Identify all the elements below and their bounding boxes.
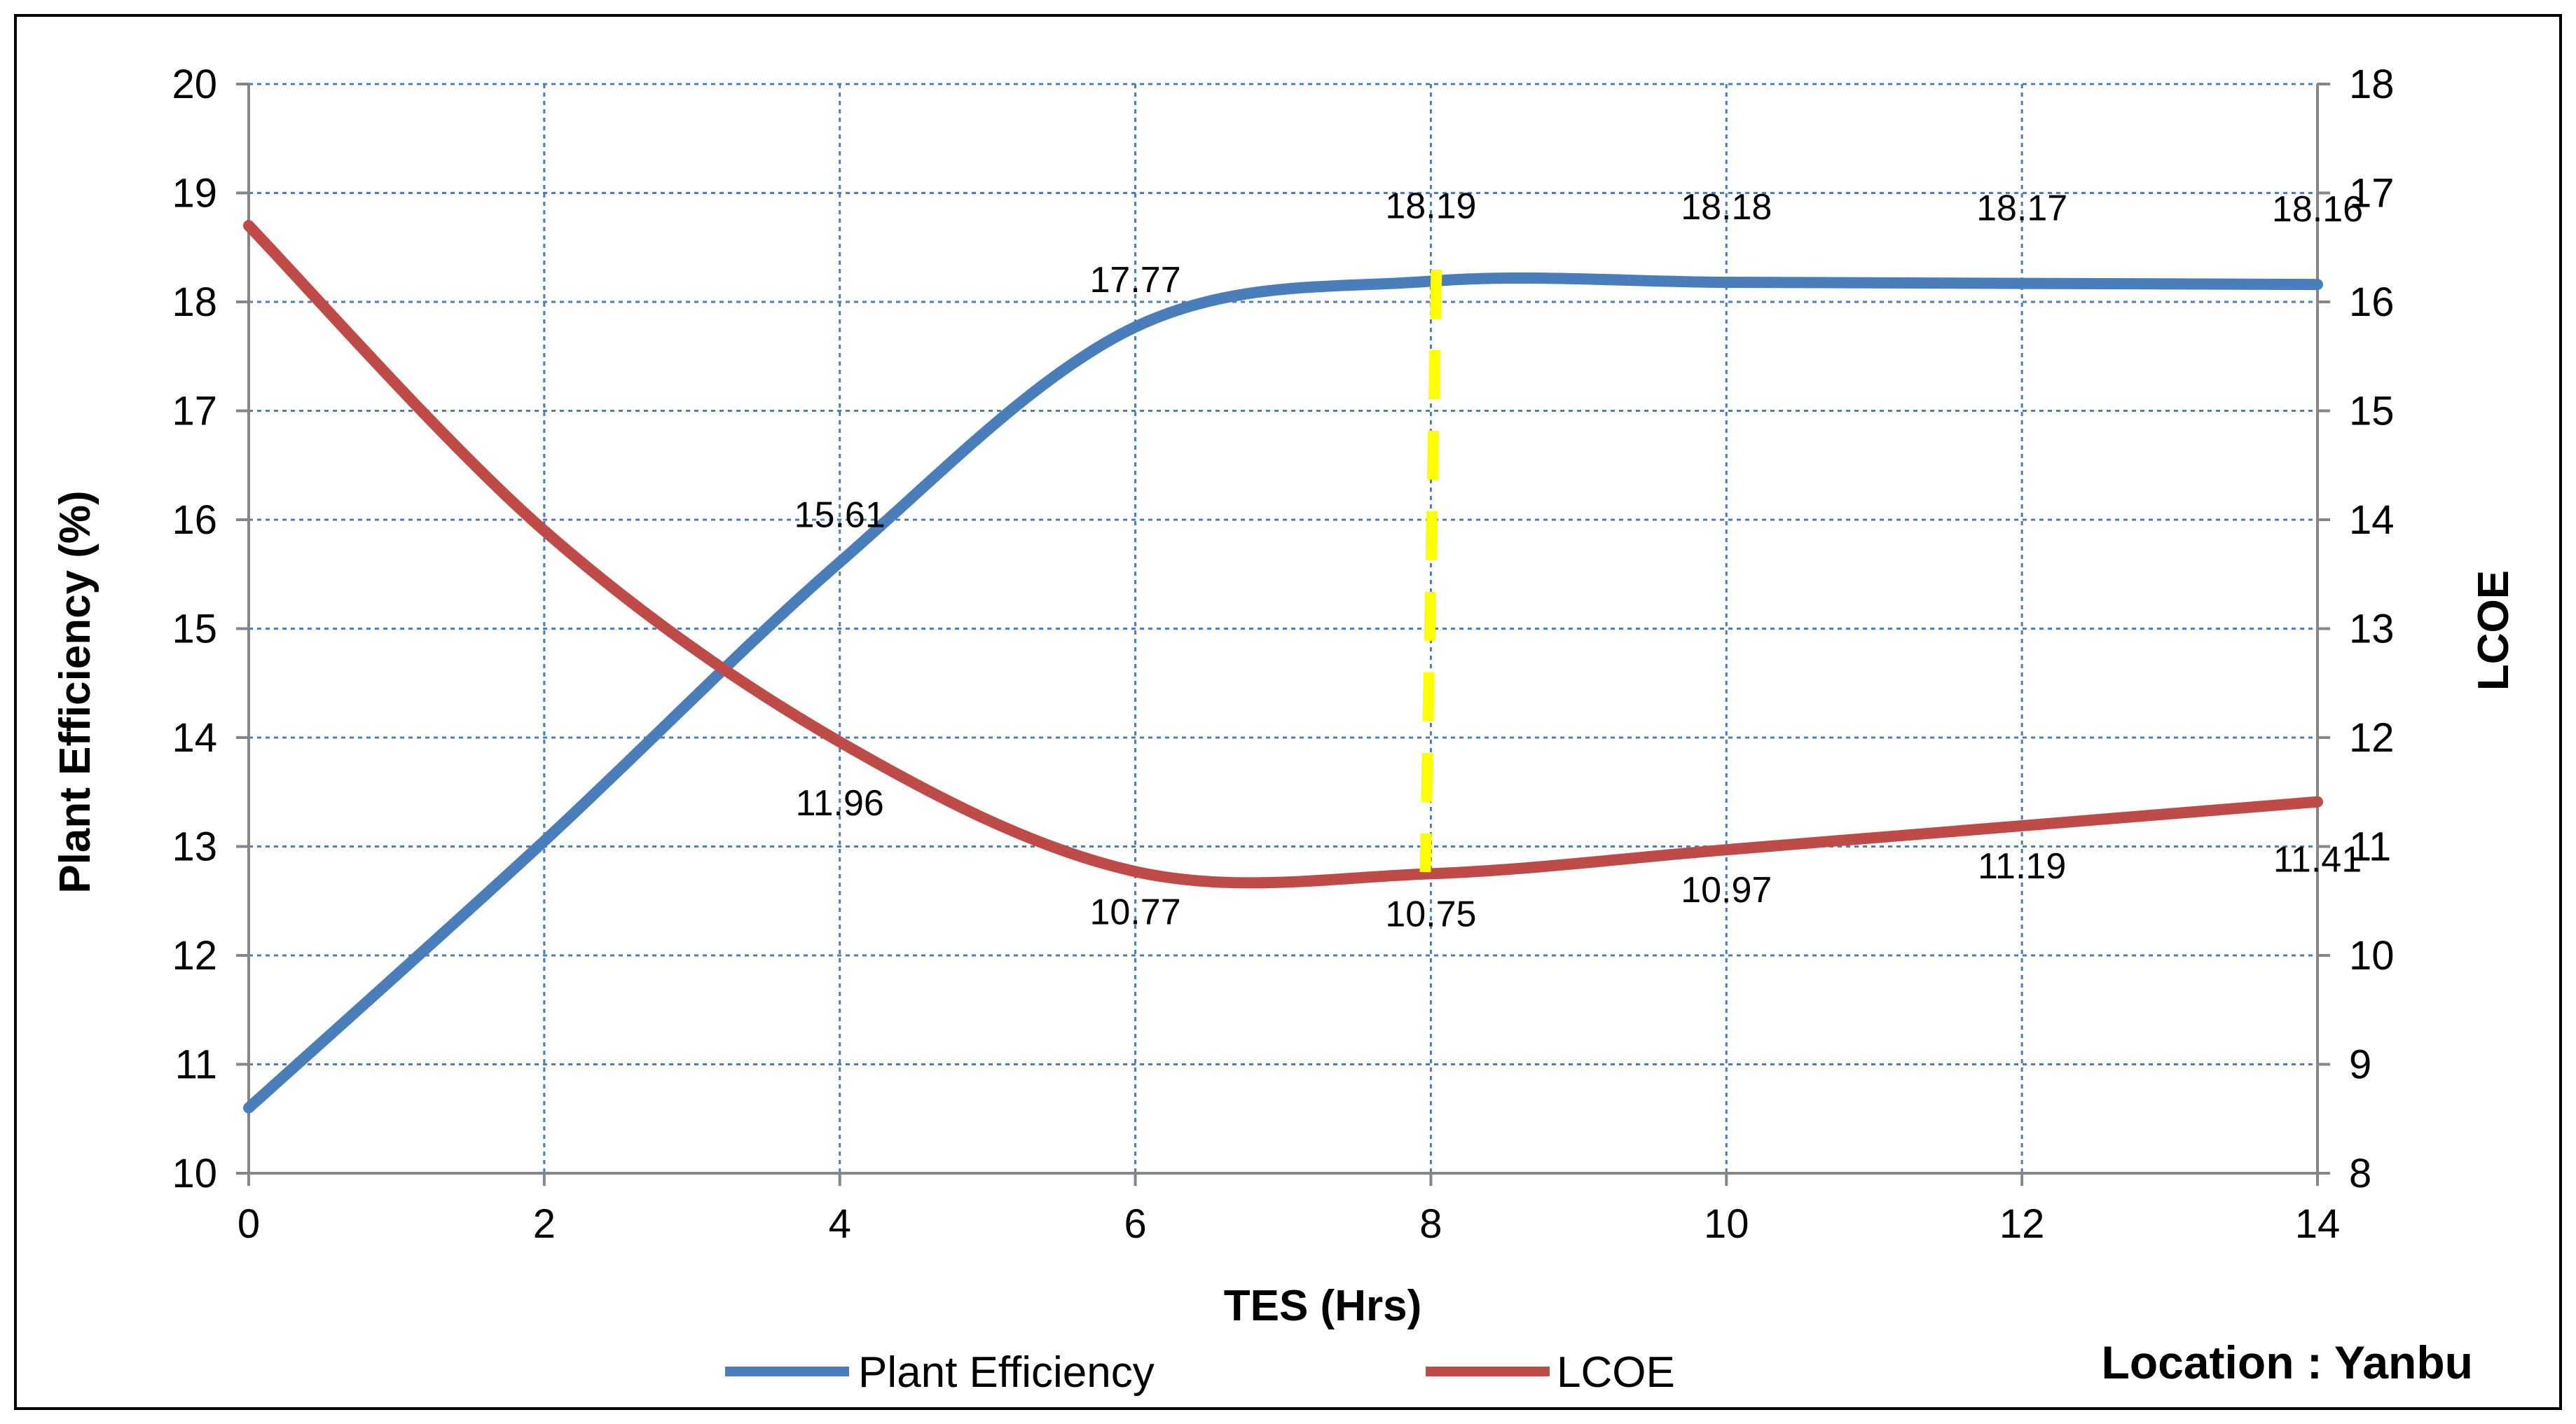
y-tick-label: 14 <box>172 715 217 761</box>
y2-tick-label: 15 <box>2349 389 2395 434</box>
y-tick-label: 12 <box>172 933 217 979</box>
y-axis-title: Plant Efficiency (%) <box>51 490 99 893</box>
series-line-plant-efficiency <box>243 272 2323 1114</box>
x-tick-label: 4 <box>829 1201 851 1247</box>
y2-tick-label: 11 <box>2349 824 2391 870</box>
data-label-plant-efficiency: 18.19 <box>1385 186 1476 226</box>
data-label-lcoe: 10.97 <box>1681 870 1772 911</box>
y-tick-label: 13 <box>172 824 217 870</box>
data-labels: 15.61 17.77 18.19 18.18 18.17 18.16 11.96 10.77… <box>794 186 2363 934</box>
data-label-plant-efficiency: 18.16 <box>2272 189 2363 230</box>
legend-label-plant-efficiency: Plant Efficiency <box>858 1348 1155 1397</box>
data-label-lcoe: 11.19 <box>1978 846 2066 887</box>
y2-tick-label: 14 <box>2349 497 2395 543</box>
series-line-lcoe <box>243 220 2323 889</box>
y-tick-label: 19 <box>172 171 217 216</box>
chart-frame <box>14 14 2562 1410</box>
y2-tick-label: 9 <box>2349 1042 2371 1088</box>
y2-tick-label: 10 <box>2349 933 2395 979</box>
series <box>243 220 2323 1114</box>
x-tick-label: 8 <box>1419 1201 1442 1247</box>
data-label-plant-efficiency: 15.61 <box>794 495 886 536</box>
y-tick-label: 15 <box>172 607 217 652</box>
location-annotation: Location : Yanbu <box>2102 1336 2473 1388</box>
gridlines <box>249 83 2317 1173</box>
y2-tick-label: 18 <box>2349 62 2395 107</box>
legend-label-lcoe: LCOE <box>1557 1348 1675 1397</box>
y-tick-label: 17 <box>172 389 217 434</box>
y2-tick-label: 13 <box>2349 607 2395 652</box>
highlight-line <box>1419 269 1442 873</box>
y-tick-label: 10 <box>172 1151 217 1196</box>
y2-tick-label: 8 <box>2349 1151 2371 1196</box>
x-tick-label: 14 <box>2295 1201 2341 1247</box>
y-tick-label: 11 <box>175 1042 217 1088</box>
x-tick-label: 6 <box>1124 1201 1146 1247</box>
x-tick-label: 2 <box>533 1201 556 1247</box>
data-label-lcoe: 10.75 <box>1385 894 1476 934</box>
data-label-lcoe: 11.96 <box>796 783 884 824</box>
y2-tick-label: 12 <box>2349 715 2395 761</box>
legend: Plant Efficiency LCOE <box>725 1348 1675 1397</box>
y2-tick-label: 16 <box>2349 279 2395 325</box>
y-tick-label: 18 <box>172 279 217 325</box>
data-label-plant-efficiency: 18.18 <box>1681 187 1772 228</box>
y2-tick-label: 17 <box>2349 171 2395 216</box>
x-tick-label: 10 <box>1704 1201 1749 1247</box>
x-tick-label: 0 <box>237 1201 260 1247</box>
data-label-plant-efficiency: 18.17 <box>1976 188 2067 229</box>
data-label-plant-efficiency: 17.77 <box>1090 260 1181 300</box>
y-tick-label: 16 <box>172 497 217 543</box>
x-axis-title: TES (Hrs) <box>1224 1282 1421 1330</box>
x-tick-label: 12 <box>1999 1201 2045 1247</box>
data-label-lcoe: 10.77 <box>1090 892 1181 932</box>
data-label-lcoe: 11.41 <box>2273 840 2362 880</box>
y-tick-label: 20 <box>172 62 217 107</box>
axes: 0 2 4 6 8 10 12 1410111213141516171819208910111… <box>172 62 2394 1247</box>
y2-axis-title: LCOE <box>2470 570 2518 691</box>
